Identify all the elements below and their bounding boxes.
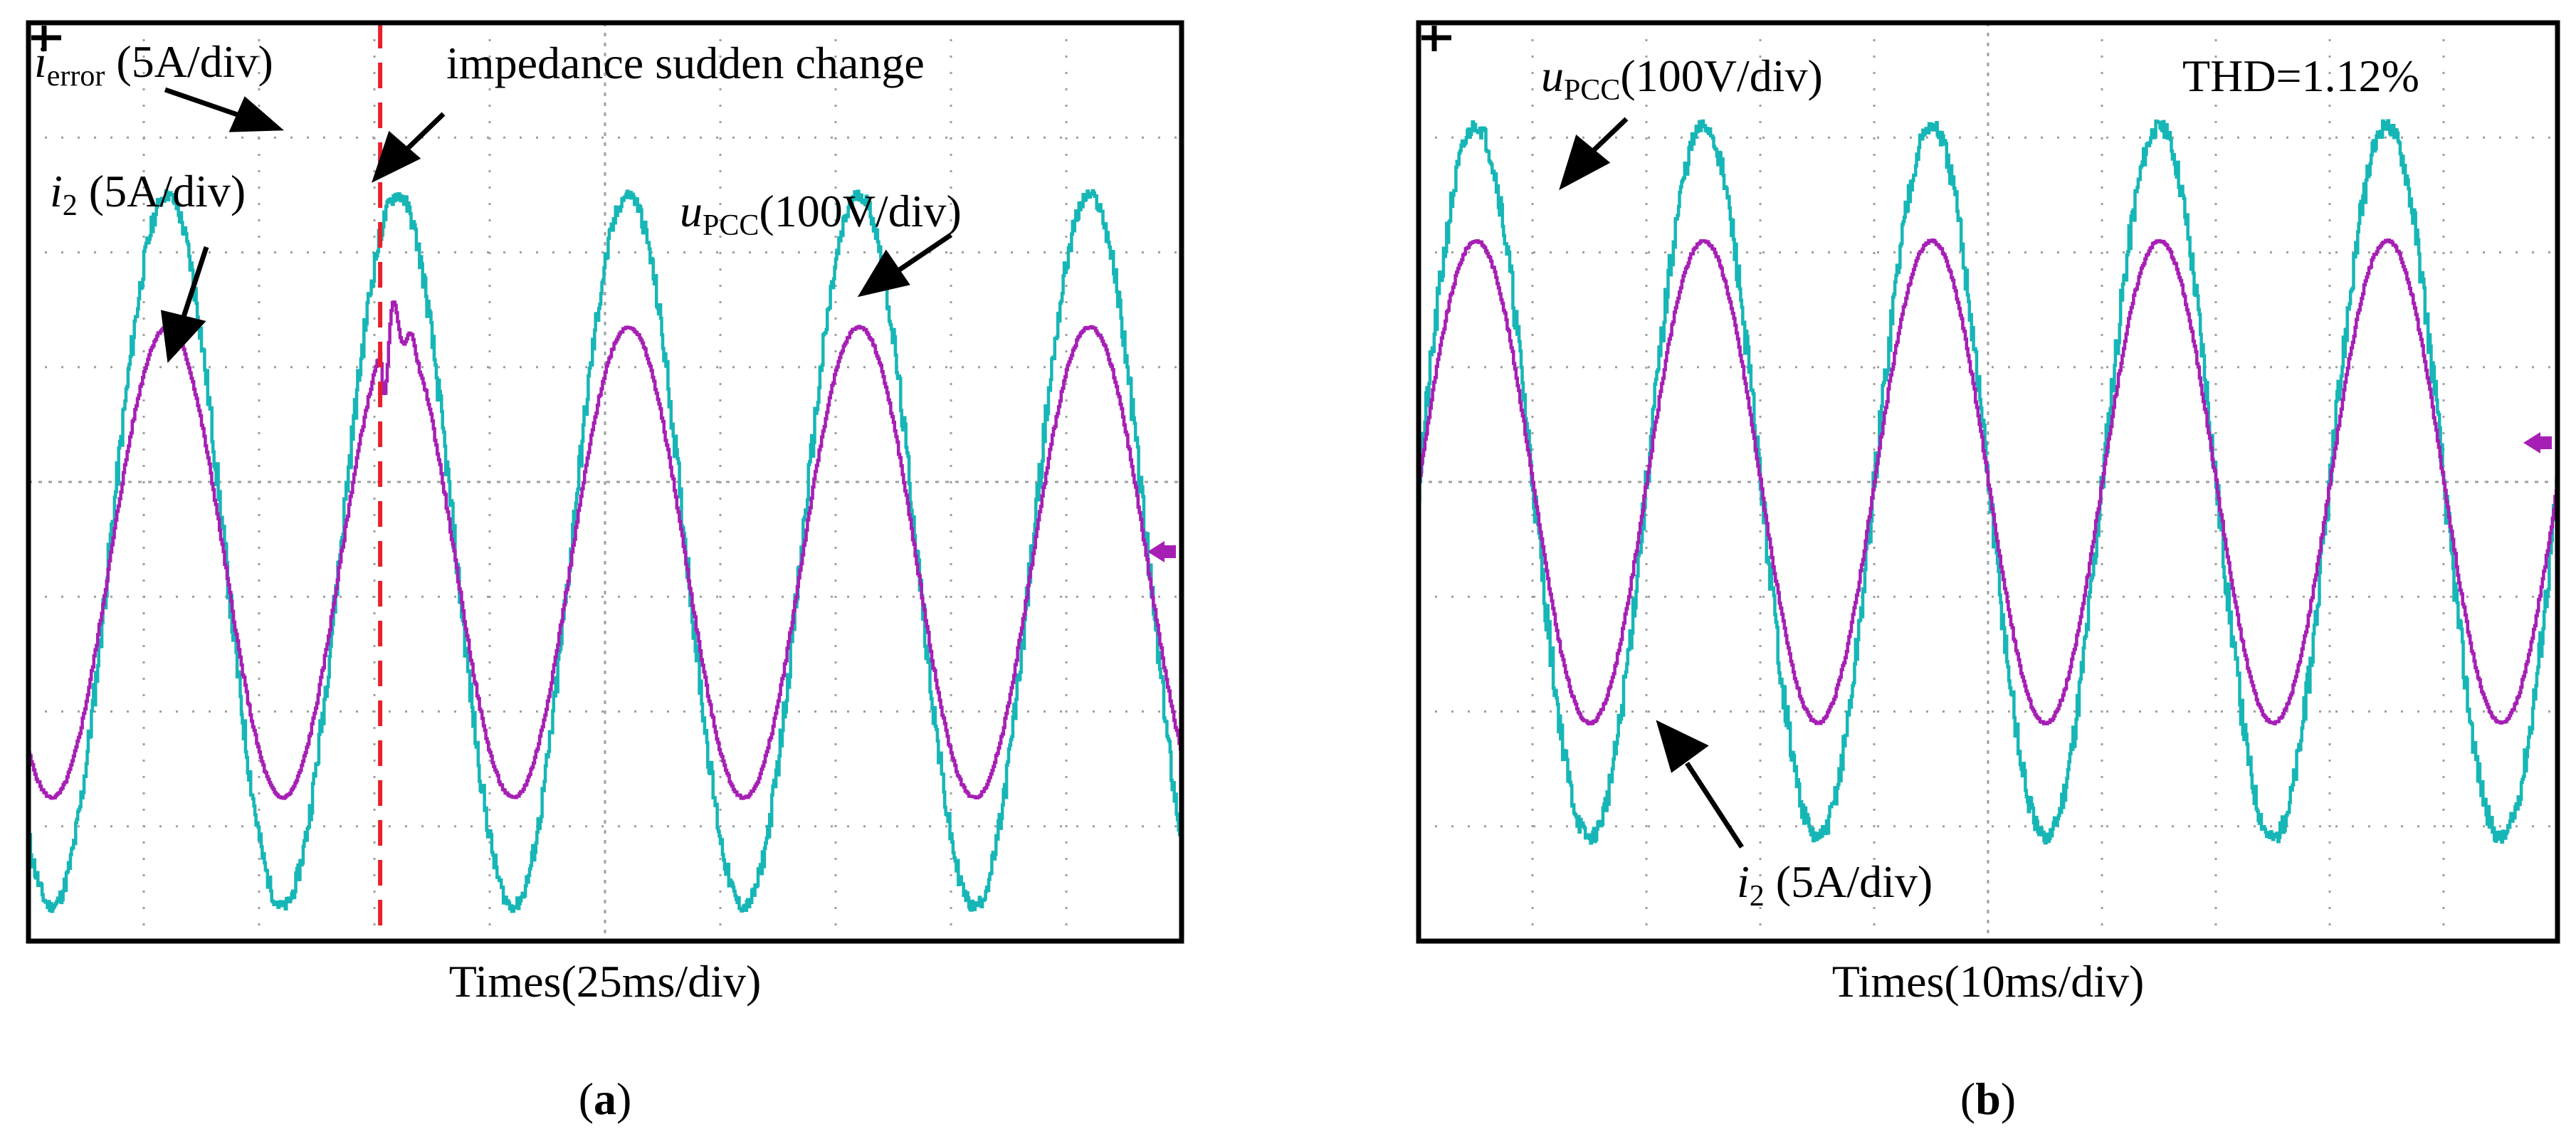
thd-label: THD=1.12% <box>2182 51 2419 101</box>
scope-border-b <box>1416 20 2560 944</box>
trigger-icon-a <box>31 26 61 51</box>
xlabel-a: Times(25ms/div) <box>449 956 762 1007</box>
scope-border-a <box>26 20 1184 944</box>
panel-a: ierror (5A/div) impedance sudden change … <box>26 20 1184 1124</box>
xlabel-b: Times(10ms/div) <box>1832 956 2145 1007</box>
arrows-a <box>160 87 952 363</box>
event-label: impedance sudden change <box>446 38 925 88</box>
i2-label-b: i2 (5A/div) <box>1737 856 1933 913</box>
caption-a: (a) <box>579 1074 632 1124</box>
ref-marker-icon-b <box>2523 432 2552 453</box>
upcc-label-b: uPCC(100V/div) <box>1541 51 1823 107</box>
i2-trace-b <box>1419 238 2557 726</box>
trigger-icon-b <box>1421 26 1451 51</box>
ref-marker-icon-a <box>1147 541 1176 562</box>
grid-a <box>28 23 1182 941</box>
arrows-b <box>1559 117 1744 849</box>
i2-trace-a <box>28 300 1182 800</box>
upcc-trace-a <box>28 189 1182 913</box>
ierror-label: ierror (5A/div) <box>34 36 273 93</box>
panel-b: uPCC(100V/div) THD=1.12% i2 (5A/div) Tim… <box>1416 20 2560 1124</box>
upcc-label-a: uPCC(100V/div) <box>680 186 962 242</box>
i2-label-a: i2 (5A/div) <box>50 166 246 222</box>
caption-b: (b) <box>1960 1074 2016 1124</box>
